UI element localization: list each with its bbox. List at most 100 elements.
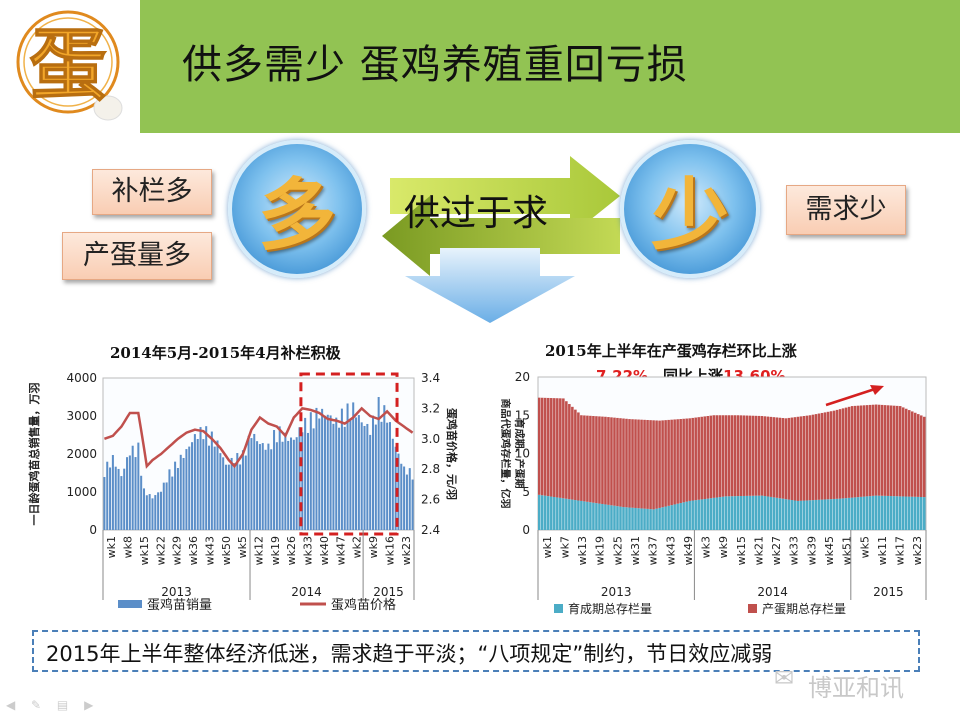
y-tick-label: 0 — [89, 523, 97, 537]
bar-growing — [766, 496, 770, 530]
bar-laying — [541, 397, 544, 496]
y-tick-label: 4000 — [66, 371, 97, 385]
bar-laying — [685, 418, 688, 502]
bar-growing — [661, 507, 664, 530]
bar-sales — [205, 426, 208, 530]
line-price — [103, 406, 414, 469]
bar-sales — [287, 440, 290, 530]
bar-laying — [853, 405, 857, 498]
bar-growing — [805, 500, 809, 530]
bar-sales — [363, 425, 366, 530]
bar-growing — [715, 497, 719, 530]
bar-growing — [679, 503, 682, 530]
bubble-more: 多 — [228, 140, 366, 278]
bar-growing — [601, 503, 604, 530]
bar-sales — [318, 418, 321, 530]
bar-sales — [321, 408, 324, 530]
logo-char: 蛋 — [29, 21, 107, 111]
bar-laying — [913, 412, 917, 497]
x-tick-label: wk51 — [841, 536, 854, 565]
bar-growing — [916, 496, 920, 530]
bar-sales — [273, 430, 276, 530]
bar-laying — [922, 416, 926, 498]
bar-growing — [868, 496, 872, 530]
bar-laying — [559, 398, 562, 498]
bar-growing — [541, 495, 544, 530]
bar-laying — [631, 419, 634, 508]
bar-growing — [907, 496, 911, 530]
bar-laying — [583, 415, 586, 502]
bar-sales — [168, 469, 171, 530]
bar-laying — [688, 418, 691, 501]
bar-laying — [766, 416, 770, 497]
tag-less-demand: 需求少 — [786, 185, 906, 235]
bar-growing — [835, 498, 839, 530]
x-tick-label: wk3 — [700, 536, 713, 558]
bar-laying — [616, 417, 619, 507]
bar-growing — [784, 499, 788, 530]
x-tick-label: wk26 — [285, 536, 298, 565]
bar-sales — [352, 402, 355, 530]
bar-laying — [748, 415, 752, 496]
x-tick-label: wk37 — [647, 536, 660, 565]
legend-bar-label: 蛋鸡苗销量 — [147, 597, 212, 613]
bar-growing — [643, 508, 646, 530]
bar-laying — [790, 417, 794, 501]
watermark: 博亚和讯 — [808, 674, 904, 702]
bar-laying — [712, 415, 716, 498]
y2-tick-label: 2.6 — [421, 493, 440, 507]
bar-growing — [751, 495, 755, 530]
bar-growing — [883, 495, 887, 530]
bar-growing — [580, 500, 583, 530]
bar-laying — [781, 418, 785, 499]
bar-growing — [760, 495, 764, 530]
x-tick-label: wk29 — [171, 536, 184, 565]
bar-sales — [366, 423, 369, 530]
bar-sales — [157, 492, 160, 530]
x-tick-label: wk50 — [220, 536, 233, 565]
bar-sales — [179, 454, 182, 530]
bar-sales — [408, 468, 411, 530]
y-tick-label: 2000 — [66, 447, 97, 461]
bar-laying — [643, 419, 646, 509]
bar-growing — [538, 494, 541, 530]
bar-sales — [388, 422, 391, 530]
chart-chick-sales: 0 1000 2000 3000 4000 2.4 2.6 2.8 3.0 3.2 3.4 wk1 wk… — [27, 371, 459, 613]
bar-laying — [796, 416, 800, 501]
bar-sales — [349, 419, 352, 530]
bar-growing — [547, 496, 550, 530]
bar-growing — [673, 504, 676, 530]
y-tick-label: 5 — [522, 485, 530, 499]
bar-laying — [862, 405, 866, 497]
bar-growing — [817, 499, 821, 530]
bar-sales — [239, 464, 242, 530]
bar-growing — [781, 498, 785, 530]
bar-laying — [874, 404, 878, 496]
bar-growing — [688, 500, 691, 530]
bar-laying — [859, 405, 863, 497]
bar-laying — [829, 411, 833, 500]
slide-nav-icons[interactable]: ◀ ✎ ▤ ▶ — [6, 698, 100, 712]
bar-growing — [691, 500, 694, 530]
bar-laying — [550, 398, 553, 497]
x-tick-label: wk45 — [823, 536, 836, 565]
bar-growing — [613, 505, 616, 530]
bar-growing — [826, 499, 830, 530]
bar-laying — [577, 412, 580, 501]
chart-layer-inventory: 0 5 10 15 20 wk1 wk7 wk13 wk19 wk25 wk31 wk37 wk43 wk… — [499, 370, 927, 616]
bar-sales — [346, 403, 349, 530]
bar-sales — [340, 408, 343, 530]
bar-sales — [284, 432, 287, 530]
bar-growing — [607, 504, 610, 530]
x-tick-label: wk13 — [576, 536, 589, 565]
legend-growing-label: 育成期总存栏量 — [568, 601, 652, 616]
y-tick-label: 15 — [515, 408, 530, 422]
bar-laying — [580, 415, 583, 501]
bar-laying — [811, 414, 815, 501]
bar-sales — [264, 449, 267, 530]
bar-sales — [400, 463, 403, 530]
x-tick-label: wk19 — [594, 536, 607, 565]
bar-laying — [823, 412, 827, 500]
bar-growing — [700, 499, 703, 530]
bar-growing — [649, 509, 652, 530]
